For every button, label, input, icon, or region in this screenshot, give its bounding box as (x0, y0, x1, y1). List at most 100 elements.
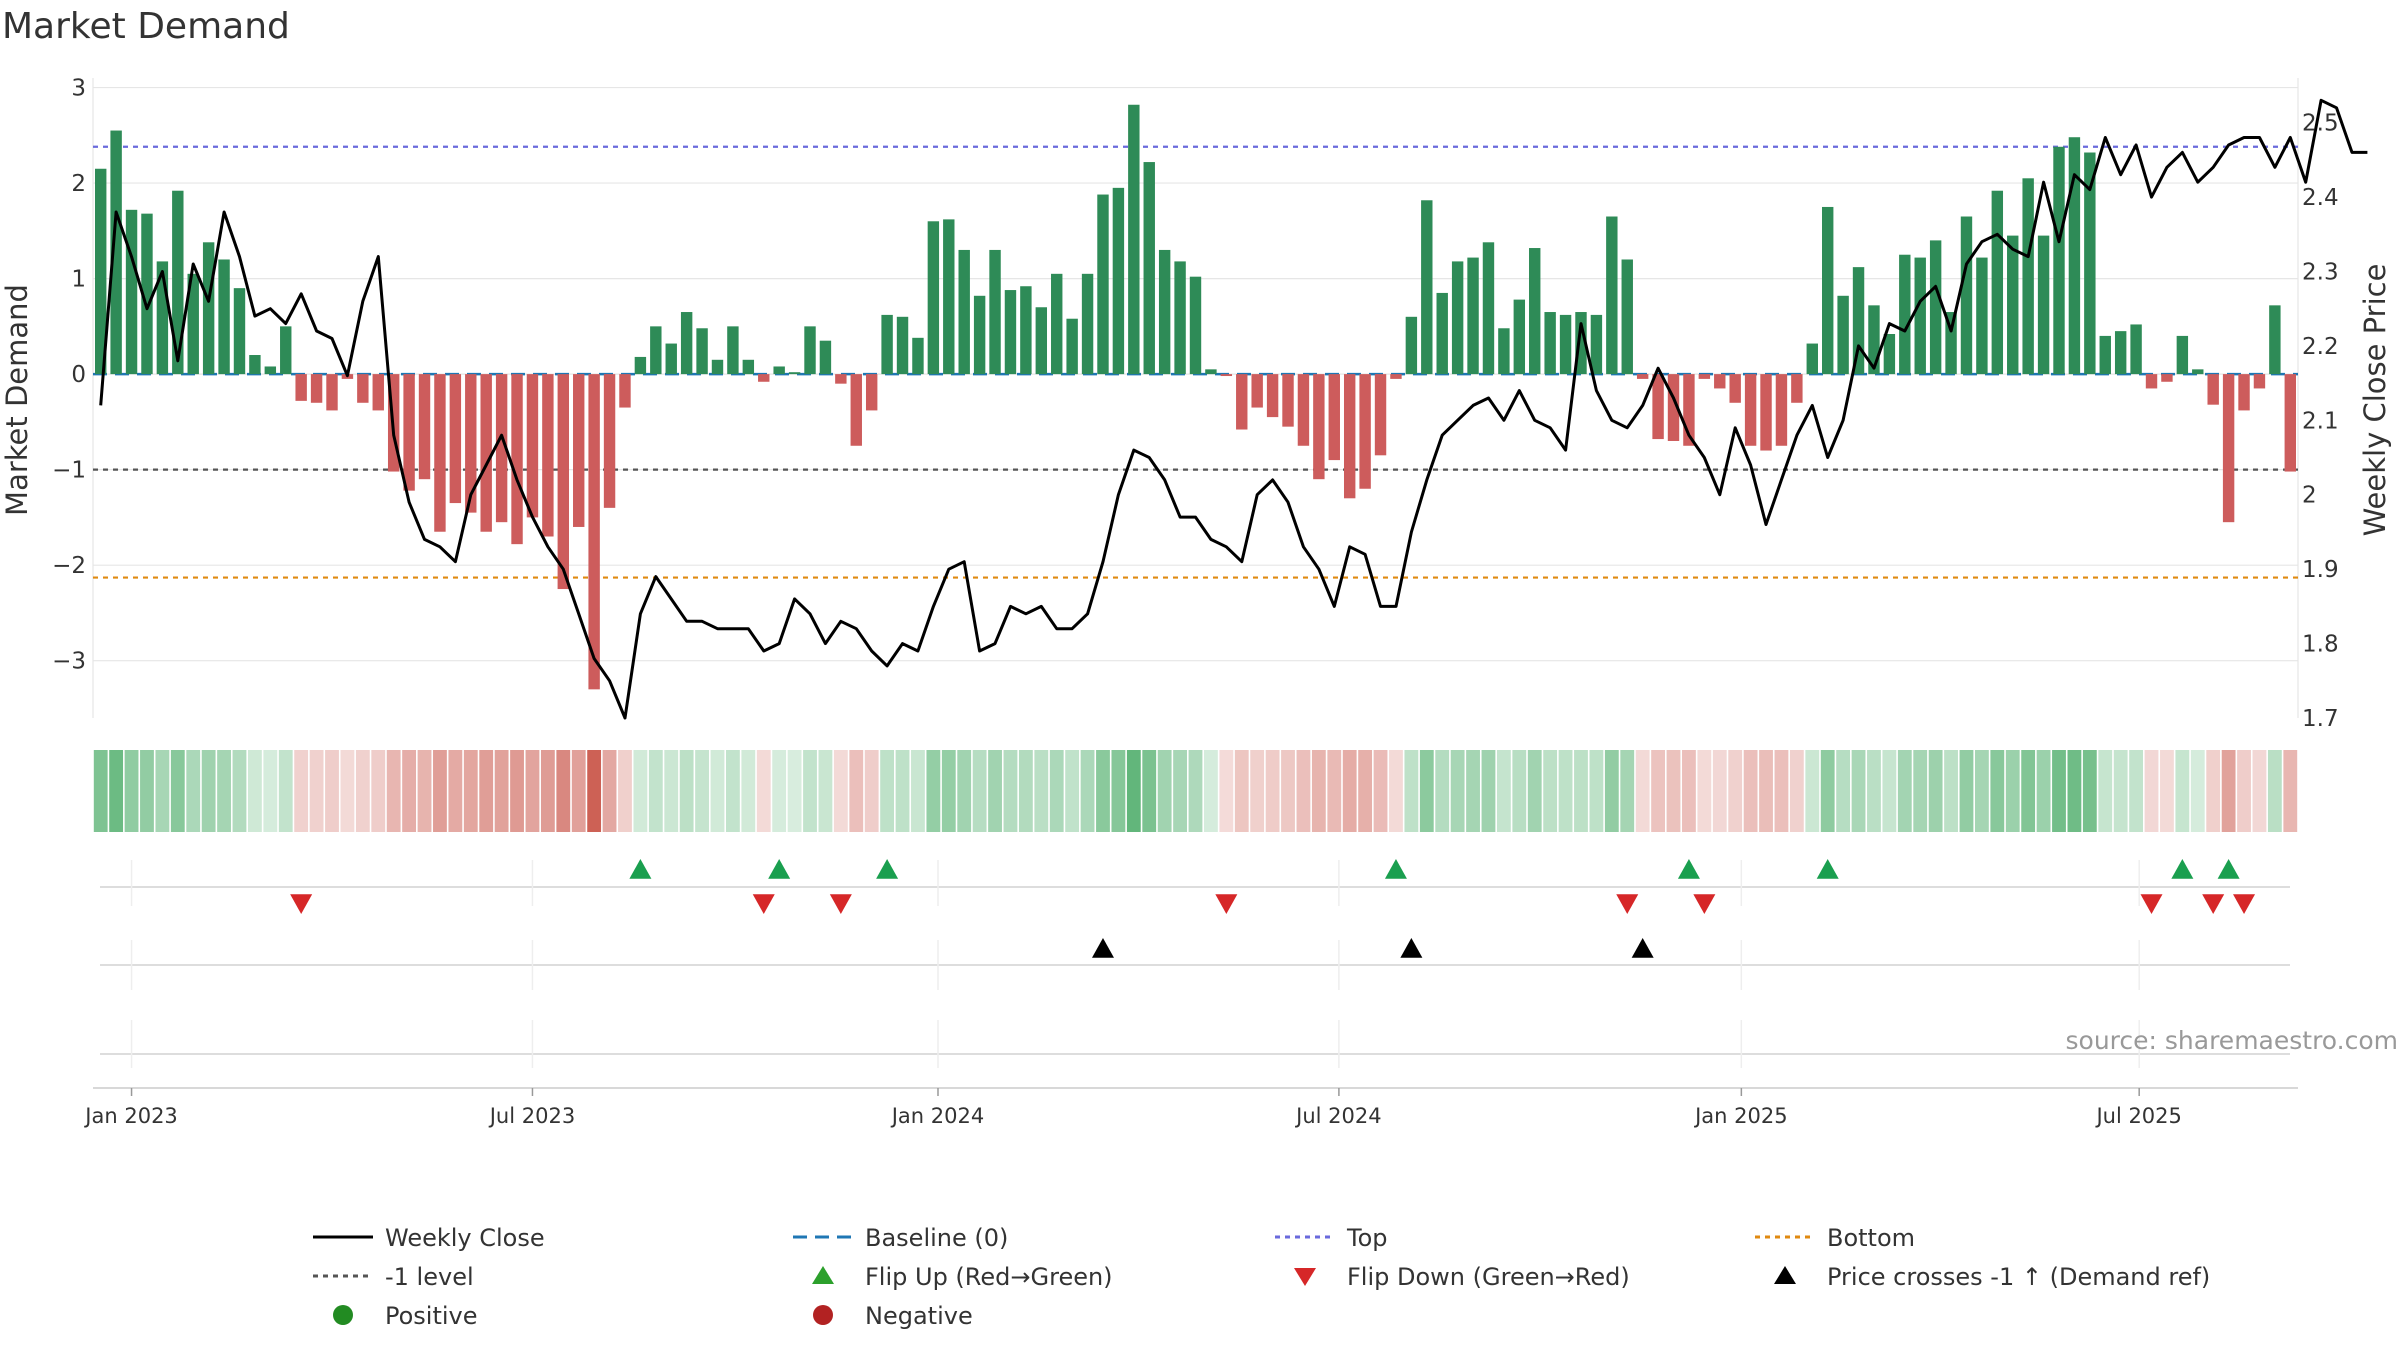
demand-bar (357, 374, 369, 403)
demand-bar (2053, 146, 2065, 375)
heat-cell (2190, 750, 2205, 832)
heat-cell (433, 750, 447, 832)
right-axis: 2.5 2.4 2.3 2.2 2.1 2 1.9 1.8 1.7 (2302, 111, 2339, 732)
demand-bar (1575, 312, 1587, 375)
demand-bar (1251, 374, 1263, 408)
demand-bars (95, 104, 2296, 690)
demand-bar (310, 374, 323, 403)
y-tick-label: 2 (71, 171, 86, 197)
y2-tick-label: 2.2 (2302, 334, 2339, 360)
demand-bar (141, 213, 153, 375)
heat-cell (186, 750, 201, 832)
flip-down-marker (2202, 894, 2225, 914)
y2-tick-label: 1.7 (2302, 706, 2339, 732)
price-line-group (99, 98, 2368, 720)
demand-bar (573, 374, 585, 527)
y2-tick-label: 2.1 (2302, 408, 2339, 434)
heat-cell (294, 750, 309, 832)
heat-cell (1512, 750, 1527, 832)
heat-cell (2082, 750, 2097, 832)
heat-cell (155, 750, 170, 832)
heat-cell (1712, 750, 1727, 832)
heat-cell (941, 750, 956, 832)
demand-bar (1205, 369, 1217, 375)
demand-bar (2238, 374, 2250, 411)
heat-cell (448, 750, 463, 832)
heat-cell (1435, 750, 1450, 832)
y-tick-label: −3 (52, 649, 86, 675)
demand-bar (1467, 257, 1479, 375)
demand-bar (1960, 216, 1973, 375)
demand-bar (280, 326, 292, 375)
demand-bar (295, 374, 307, 401)
heat-cell (2237, 750, 2251, 832)
heat-cell (1080, 750, 1095, 832)
legend-swatch (1774, 1266, 1796, 1284)
heat-cell (772, 750, 787, 832)
heat-cell (1111, 750, 1126, 832)
heat-cell (633, 750, 648, 832)
demand-heat-strip (93, 750, 2298, 832)
demand-bar (2068, 137, 2081, 375)
demand-bar (665, 343, 677, 375)
heat-cell (93, 750, 108, 832)
heat-cell (109, 750, 124, 832)
heat-cell (2283, 750, 2298, 832)
demand-bar (1143, 162, 1155, 375)
demand-bar (1821, 206, 1834, 375)
heat-cell (710, 750, 725, 832)
demand-bar (1004, 290, 1017, 375)
flip-up-marker (2171, 859, 2194, 879)
heat-cell (2206, 750, 2221, 832)
demand-bar (1775, 374, 1788, 446)
demand-bar (1621, 259, 1633, 375)
heat-cell (1204, 750, 1218, 832)
heat-cell (1049, 750, 1064, 832)
heat-cell (494, 750, 509, 832)
demand-bar (1559, 314, 1572, 375)
demand-bar (1158, 249, 1171, 375)
legend-item: Top (1275, 1224, 1388, 1252)
heat-cell (1974, 750, 1989, 832)
x-tick-label: Jan 2023 (83, 1104, 178, 1128)
heat-cell (1034, 750, 1049, 832)
demand-bar (973, 295, 986, 375)
heat-cell (1327, 750, 1342, 832)
demand-bar (1729, 374, 1741, 403)
heat-cell (1651, 750, 1665, 832)
demand-bar (1837, 295, 1849, 375)
demand-bar (2130, 324, 2142, 375)
demand-bar (1035, 307, 1048, 375)
heat-cell (278, 750, 293, 832)
y2-tick-label: 2.3 (2302, 259, 2339, 285)
demand-bar (1081, 273, 1094, 375)
heat-cell (1466, 750, 1480, 832)
heat-cell (1913, 750, 1928, 832)
legend-label: Positive (385, 1302, 478, 1330)
legend-item: Positive (333, 1302, 478, 1330)
demand-bar (2207, 374, 2219, 405)
demand-bar (1760, 374, 1772, 451)
y-axis-title: Market Demand (0, 284, 34, 516)
legend-item: Flip Down (Green→Red) (1294, 1263, 1630, 1291)
heat-cell (124, 750, 139, 832)
heat-cell (2052, 750, 2066, 832)
heat-cell (1682, 750, 1696, 832)
heat-cell (1851, 750, 1866, 832)
demand-bar (110, 130, 122, 375)
heat-cell (926, 750, 941, 832)
demand-bar (1174, 261, 1186, 375)
demand-bar (1066, 318, 1078, 375)
demand-bar (680, 312, 693, 375)
demand-bar (1451, 261, 1464, 375)
heat-cell (140, 750, 154, 832)
heat-cell (1065, 750, 1080, 832)
demand-bar (2084, 152, 2096, 375)
heat-cell (1604, 750, 1619, 832)
heat-cell (355, 750, 370, 832)
demand-bar (927, 221, 940, 375)
legend-swatch (812, 1266, 834, 1284)
heat-cell (1419, 750, 1434, 832)
demand-bar (727, 326, 739, 375)
heat-cell (833, 750, 848, 832)
